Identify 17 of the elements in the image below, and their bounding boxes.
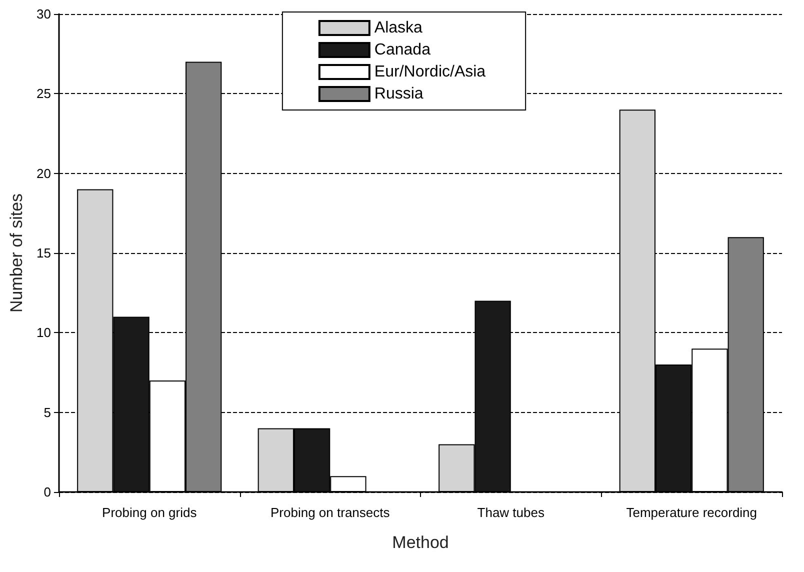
y-tick-label: 30 xyxy=(36,6,51,22)
legend-label: Alaska xyxy=(374,20,423,36)
x-tick-label: Temperature recording xyxy=(626,505,758,520)
legend-label: Eur/Nordic/Asia xyxy=(374,64,486,80)
y-tick-label: 15 xyxy=(36,246,51,260)
legend-label: Russia xyxy=(374,86,424,102)
x-axis-title: Method xyxy=(392,533,449,552)
y-tick-label: 25 xyxy=(36,86,51,102)
y-axis-title: Number of sites xyxy=(7,193,26,313)
x-tick-label: Probing on transects xyxy=(270,505,390,520)
y-tick-label: 5 xyxy=(44,404,51,420)
y-tick-label: 10 xyxy=(36,325,51,340)
x-tick-label: Thaw tubes xyxy=(477,505,545,520)
x-tick-label: Probing on grids xyxy=(102,505,198,520)
y-tick-label: 20 xyxy=(36,166,51,181)
y-tick-label: 0 xyxy=(44,484,51,500)
legend-label: Canada xyxy=(374,42,431,58)
